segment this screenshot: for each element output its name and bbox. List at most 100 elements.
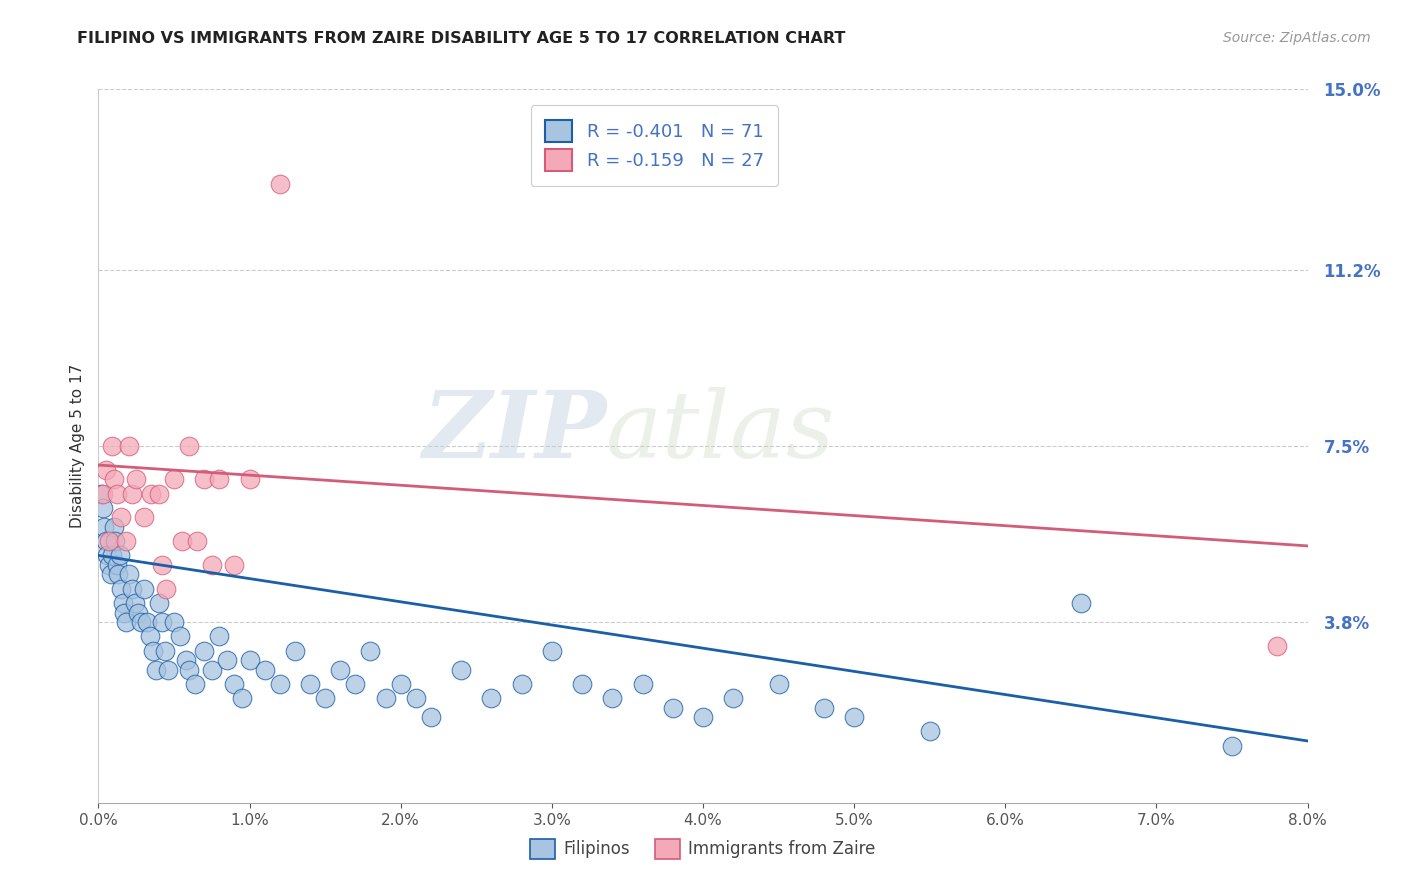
Point	[723, 691, 745, 706]
Point	[1220, 739, 1243, 753]
Point	[184, 677, 207, 691]
Point	[121, 582, 143, 596]
Point	[101, 549, 124, 563]
Point	[118, 567, 141, 582]
Point	[139, 629, 162, 643]
Point	[105, 486, 128, 500]
Point	[107, 567, 129, 582]
Point	[156, 663, 179, 677]
Point	[299, 677, 322, 691]
Text: Source: ZipAtlas.com: Source: ZipAtlas.com	[1223, 31, 1371, 45]
Point	[231, 691, 253, 706]
Point	[129, 615, 152, 629]
Point	[602, 691, 624, 706]
Point	[269, 677, 291, 691]
Point	[91, 500, 114, 515]
Point	[110, 510, 132, 524]
Point	[93, 520, 115, 534]
Point	[103, 472, 125, 486]
Point	[94, 534, 117, 549]
Point	[813, 700, 835, 714]
Point	[179, 663, 201, 677]
Point	[918, 724, 941, 739]
Point	[108, 549, 131, 563]
Point	[153, 643, 176, 657]
Point	[215, 653, 238, 667]
Point	[111, 596, 134, 610]
Point	[112, 606, 135, 620]
Point	[186, 534, 208, 549]
Point	[405, 691, 427, 706]
Legend: Filipinos, Immigrants from Zaire: Filipinos, Immigrants from Zaire	[523, 832, 883, 866]
Point	[155, 582, 177, 596]
Point	[329, 663, 352, 677]
Point	[510, 677, 533, 691]
Point	[141, 486, 163, 500]
Point	[150, 558, 173, 572]
Point	[269, 178, 291, 192]
Point	[132, 510, 155, 524]
Text: atlas: atlas	[606, 387, 835, 476]
Text: ZIP: ZIP	[422, 387, 606, 476]
Point	[481, 691, 503, 706]
Point	[344, 677, 367, 691]
Point	[201, 558, 224, 572]
Point	[121, 486, 143, 500]
Point	[135, 615, 157, 629]
Point	[124, 596, 146, 610]
Point	[142, 643, 165, 657]
Point	[125, 472, 148, 486]
Point	[104, 534, 127, 549]
Point	[169, 629, 191, 643]
Point	[224, 677, 246, 691]
Point	[661, 700, 683, 714]
Point	[450, 663, 472, 677]
Point	[98, 534, 121, 549]
Point	[389, 677, 412, 691]
Point	[571, 677, 593, 691]
Point	[96, 549, 118, 563]
Point	[114, 534, 136, 549]
Point	[208, 472, 231, 486]
Point	[193, 643, 215, 657]
Point	[150, 615, 173, 629]
Point	[148, 486, 170, 500]
Point	[631, 677, 654, 691]
Point	[94, 463, 117, 477]
Point	[91, 486, 114, 500]
Point	[844, 710, 866, 724]
Point	[224, 558, 246, 572]
Point	[101, 439, 124, 453]
Point	[374, 691, 396, 706]
Point	[540, 643, 562, 657]
Point	[284, 643, 307, 657]
Point	[420, 710, 443, 724]
Point	[163, 615, 186, 629]
Point	[103, 520, 125, 534]
Point	[253, 663, 276, 677]
Point	[174, 653, 197, 667]
Point	[110, 582, 132, 596]
Point	[163, 472, 186, 486]
Text: FILIPINO VS IMMIGRANTS FROM ZAIRE DISABILITY AGE 5 TO 17 CORRELATION CHART: FILIPINO VS IMMIGRANTS FROM ZAIRE DISABI…	[77, 31, 845, 46]
Point	[1070, 596, 1092, 610]
Point	[118, 439, 141, 453]
Point	[360, 643, 382, 657]
Point	[90, 486, 112, 500]
Point	[145, 663, 167, 677]
Point	[314, 691, 336, 706]
Point	[105, 558, 128, 572]
Point	[208, 629, 231, 643]
Y-axis label: Disability Age 5 to 17: Disability Age 5 to 17	[69, 364, 84, 528]
Point	[692, 710, 714, 724]
Point	[148, 596, 170, 610]
Point	[127, 606, 149, 620]
Point	[768, 677, 790, 691]
Point	[100, 567, 122, 582]
Point	[201, 663, 224, 677]
Point	[114, 615, 136, 629]
Point	[132, 582, 155, 596]
Point	[239, 472, 262, 486]
Point	[239, 653, 262, 667]
Point	[179, 439, 201, 453]
